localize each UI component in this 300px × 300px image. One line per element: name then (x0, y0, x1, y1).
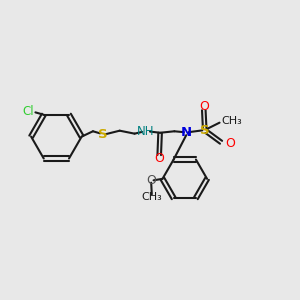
Text: S: S (98, 128, 107, 141)
Text: O: O (225, 137, 235, 150)
Text: O: O (146, 174, 156, 187)
Text: O: O (199, 100, 209, 113)
Text: Cl: Cl (22, 105, 34, 118)
Text: CH₃: CH₃ (222, 116, 242, 126)
Text: O: O (154, 152, 164, 165)
Text: CH₃: CH₃ (141, 192, 162, 202)
Text: S: S (200, 124, 209, 137)
Text: N: N (181, 126, 192, 139)
Text: NH: NH (137, 125, 154, 138)
